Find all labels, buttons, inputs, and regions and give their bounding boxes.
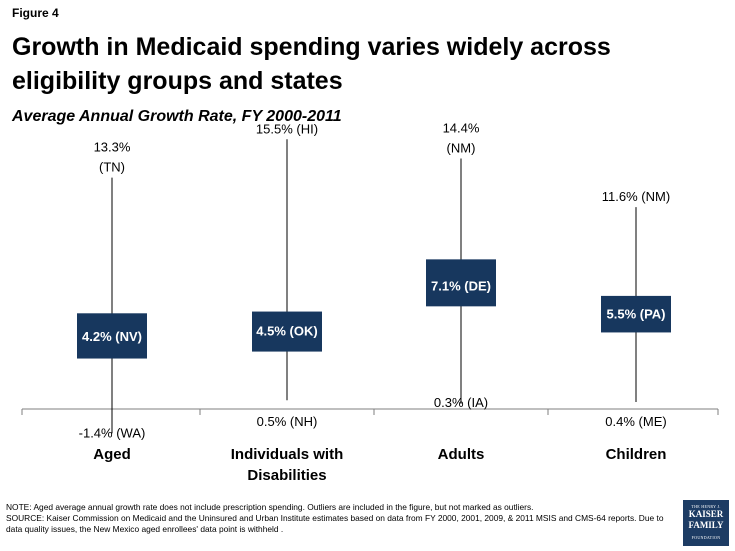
chart-subtitle: Average Annual Growth Rate, FY 2000-2011	[12, 108, 342, 125]
median-label-individuals-with-disabilities: 4.5% (OK)	[256, 324, 317, 339]
box-aged	[77, 313, 147, 359]
category-label-individuals-with-disabilities-1: Disabilities	[247, 467, 326, 484]
logo-line-2: KAISER	[688, 509, 724, 519]
min-label-children: 0.4% (ME)	[605, 414, 666, 429]
min-label-aged: -1.4% (WA)	[79, 425, 146, 440]
category-label-children: Children	[606, 446, 667, 463]
category-label-individuals-with-disabilities-0: Individuals with	[231, 446, 344, 463]
median-label-aged: 4.2% (NV)	[82, 329, 142, 344]
footnote-source: SOURCE: Kaiser Commission on Medicaid an…	[6, 513, 664, 534]
max-label-children: 11.6% (NM)	[602, 189, 670, 204]
box-children	[601, 295, 671, 333]
figure-label: Figure 4	[12, 6, 59, 20]
max-label-adults-1: (NM)	[447, 140, 476, 155]
max-label-aged-0: 13.3%	[94, 140, 131, 155]
max-label-aged-1: (TN)	[99, 160, 125, 175]
footnote-note: NOTE: Aged average annual growth rate do…	[6, 502, 534, 512]
footnotes: NOTE: Aged average annual growth rate do…	[6, 502, 666, 535]
box-individuals-with-disabilities	[252, 311, 322, 352]
max-label-adults-0: 14.4%	[443, 120, 480, 135]
box-adults	[426, 259, 496, 307]
category-label-aged: Aged	[93, 446, 131, 463]
box-plot-chart: 4.2% (NV) 13.3% (TN) -1.4% (WA) Aged 4.5% (OK…	[21, 120, 719, 484]
logo-line-4: FOUNDATION	[691, 535, 721, 540]
logo-line-3: FAMILY	[688, 520, 724, 530]
median-label-children: 5.5% (PA)	[607, 306, 666, 321]
median-label-adults: 7.1% (DE)	[431, 278, 491, 293]
min-label-adults: 0.3% (IA)	[434, 395, 488, 410]
logo-line-1: THE HENRY J.	[691, 504, 721, 509]
category-label-adults: Adults	[438, 446, 485, 463]
min-label-individuals-with-disabilities: 0.5% (NH)	[257, 414, 318, 429]
max-label-individuals-with-disabilities: 15.5% (HI)	[256, 121, 318, 136]
chart-title: Growth in Medicaid spending varies widel…	[12, 33, 611, 95]
kff-logo: THE HENRY J. KAISER FAMILY FOUNDATION	[683, 500, 729, 546]
